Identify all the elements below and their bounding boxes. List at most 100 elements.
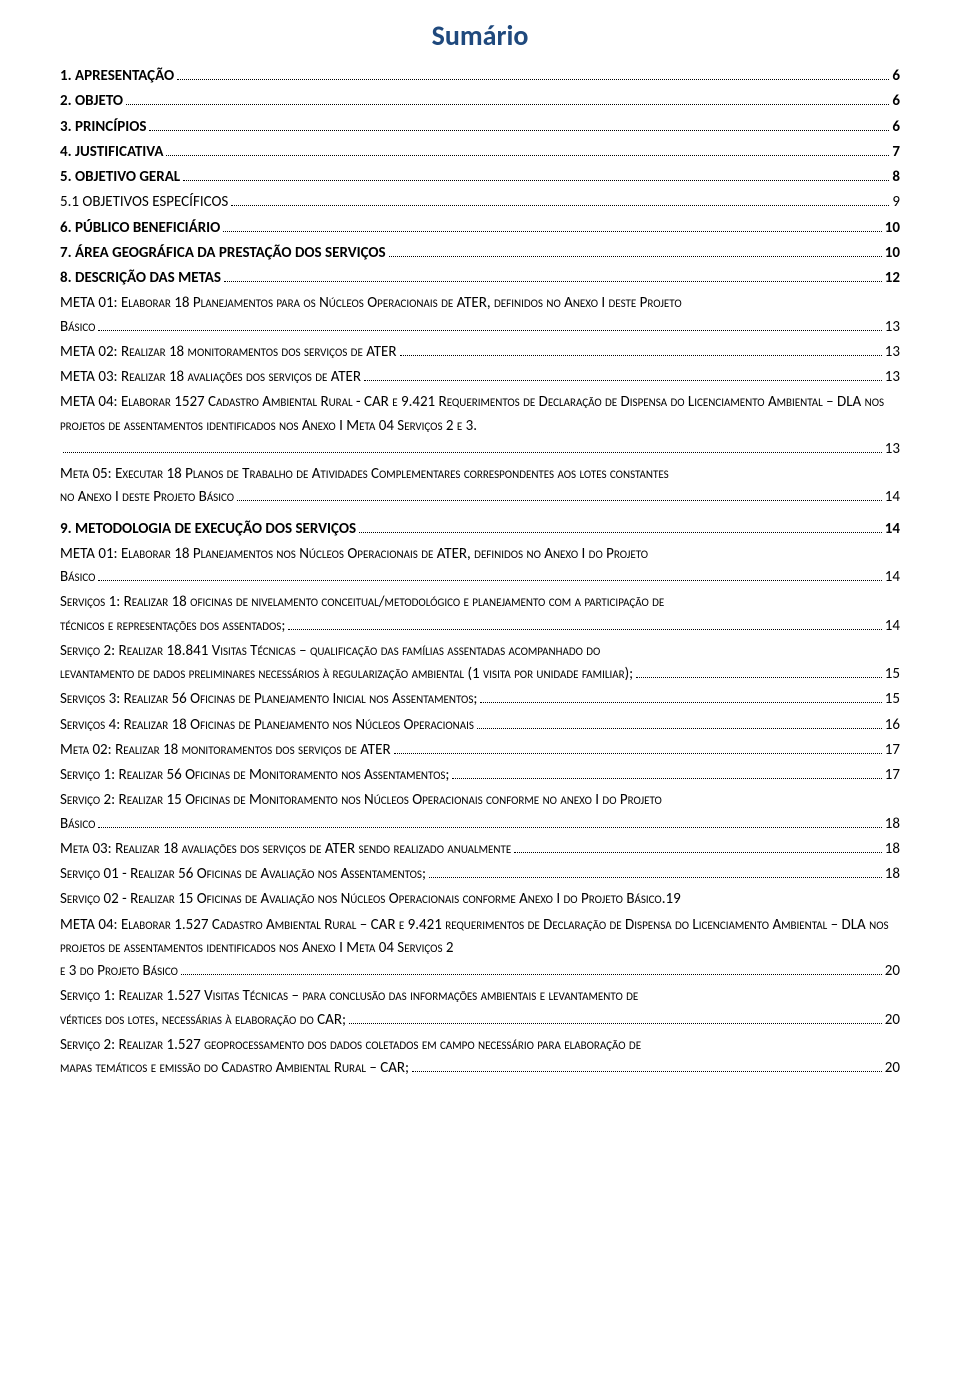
toc-entry: META 02: Realizar 18 monitoramentos dos …	[60, 341, 900, 364]
toc-leader-dots	[231, 205, 889, 206]
toc-leader-dots	[98, 580, 881, 581]
toc-page-number: 14	[885, 566, 900, 589]
toc-leader-dots	[389, 256, 882, 257]
toc-entry: Meta 02: Realizar 18 monitoramentos dos …	[60, 739, 900, 762]
toc-label-lead: Meta 05: Executar 18 Planos de Trabalho …	[60, 463, 900, 486]
toc-page-number: 13	[885, 366, 900, 389]
toc-label-last: levantamento de dados preliminares neces…	[60, 663, 900, 686]
toc-leader-dots	[98, 330, 881, 331]
toc-page-number: 18	[885, 863, 900, 886]
toc-leader-dots	[514, 852, 882, 853]
toc-leader-dots	[126, 104, 889, 105]
toc-entry: META 04: Elaborar 1527 Cadastro Ambienta…	[60, 391, 900, 461]
toc-page-number: 10	[885, 242, 900, 265]
toc-label: Serviço 01 - Realizar 56 Oficinas de Ava…	[60, 863, 426, 886]
toc-page-number: 14	[885, 615, 900, 638]
toc-page-number: 15	[885, 688, 900, 711]
toc-page-number: 7	[892, 141, 900, 164]
toc-page-number: 20	[885, 960, 900, 983]
toc-page-number: 13	[885, 438, 900, 461]
toc-leader-dots	[480, 702, 881, 703]
toc-page-number: 12	[885, 267, 900, 290]
toc-page-number: 15	[885, 663, 900, 686]
toc-page-number: 14	[885, 486, 900, 509]
toc-label: META 02: Realizar 18 monitoramentos dos …	[60, 341, 397, 364]
toc-label: 1. APRESENTAÇÃO	[60, 65, 174, 88]
toc-entry: Serviço 01 - Realizar 56 Oficinas de Ava…	[60, 863, 900, 886]
toc-leader-dots	[429, 877, 882, 878]
toc-leader-dots	[166, 155, 889, 156]
toc-label-last: no Anexo I deste Projeto Básico 14	[60, 486, 900, 509]
toc-label-last: e 3 do Projeto Básico20	[60, 960, 900, 983]
toc-entry: Serviços 4: Realizar 18 Oficinas de Plan…	[60, 714, 900, 737]
toc-label: 6. PÚBLICO BENEFICIÁRIO	[60, 217, 220, 240]
toc-entry: 4. JUSTIFICATIVA 7	[60, 141, 900, 164]
toc-entry: Serviço 1: Realizar 56 Oficinas de Monit…	[60, 764, 900, 787]
toc-page-number: 6	[892, 90, 900, 113]
toc-entry: 9. METODOLOGIA DE EXECUÇÃO DOS SERVIÇOS1…	[60, 518, 900, 541]
toc-label-last: Básico18	[60, 813, 900, 836]
toc-page-number: 17	[885, 764, 900, 787]
toc-leader-dots	[224, 281, 882, 282]
toc-leader-dots	[359, 532, 882, 533]
toc-entry: Serviço 02 - Realizar 15 Oficinas de Ava…	[60, 888, 900, 911]
toc-entry: META 03: Realizar 18 avaliações dos serv…	[60, 366, 900, 389]
toc-entry: 7. ÁREA GEOGRÁFICA DA PRESTAÇÃO DOS SERV…	[60, 242, 900, 265]
toc-page-number: 16	[885, 714, 900, 737]
toc-label: Serviço 1: Realizar 56 Oficinas de Monit…	[60, 764, 449, 787]
toc-label: 7. ÁREA GEOGRÁFICA DA PRESTAÇÃO DOS SERV…	[60, 242, 386, 265]
toc-entry: Serviço 2: Realizar 15 Oficinas de Monit…	[60, 789, 900, 836]
toc-label-last: Básico13	[60, 316, 900, 339]
toc-leader-dots	[237, 500, 882, 501]
toc-label: Meta 03: Realizar 18 avaliações dos serv…	[60, 838, 511, 861]
toc-label: técnicos e representações dos assentados…	[60, 615, 285, 638]
toc-label: META 03: Realizar 18 avaliações dos serv…	[60, 366, 361, 389]
toc-label-lead: Serviço 1: Realizar 1.527 Visitas Técnic…	[60, 985, 900, 1008]
toc-label-lead: META 01: Elaborar 18 Planejamentos nos N…	[60, 543, 900, 566]
toc-label: 4. JUSTIFICATIVA	[60, 141, 163, 164]
toc-leader-dots	[183, 180, 889, 181]
toc-entry: Serviço 1: Realizar 1.527 Visitas Técnic…	[60, 985, 900, 1032]
toc-leader-dots	[63, 452, 882, 453]
toc-page-number: 8	[892, 166, 900, 189]
toc-leader-dots	[400, 355, 882, 356]
toc-page-number: 6	[892, 116, 900, 139]
toc-entry: Serviços 3: Realizar 56 Oficinas de Plan…	[60, 688, 900, 711]
toc-label: Básico	[60, 316, 95, 339]
toc-label: 5. OBJETIVO GERAL	[60, 166, 180, 189]
toc-label: mapas temáticos e emissão do Cadastro Am…	[60, 1057, 409, 1080]
toc-label: 5.1 OBJETIVOS ESPECÍFICOS	[60, 191, 228, 214]
toc-entry: Meta 03: Realizar 18 avaliações dos serv…	[60, 838, 900, 861]
toc-leader-dots	[177, 79, 889, 80]
toc-entry: Meta 05: Executar 18 Planos de Trabalho …	[60, 463, 900, 510]
toc-label: Serviço 02 - Realizar 15 Oficinas de Ava…	[60, 888, 666, 911]
toc-leader-dots	[223, 231, 881, 232]
toc-page-number: 10	[885, 217, 900, 240]
toc-leader-dots	[288, 629, 881, 630]
toc-entry: 8. DESCRIÇÃO DAS METAS12	[60, 267, 900, 290]
toc-leader-dots	[412, 1071, 882, 1072]
toc-page-number: 19	[666, 888, 681, 911]
toc-entry: Serviços 1: Realizar 18 oficinas de nive…	[60, 591, 900, 638]
page-title: Sumário	[60, 18, 900, 53]
toc-label-lead: Serviço 2: Realizar 1.527 geoprocessamen…	[60, 1034, 900, 1057]
toc-entry: 3. PRINCÍPIOS6	[60, 116, 900, 139]
toc-entry: META 01: Elaborar 18 Planejamentos nos N…	[60, 543, 900, 590]
toc-entry: 2. OBJETO6	[60, 90, 900, 113]
toc-label: Meta 02: Realizar 18 monitoramentos dos …	[60, 739, 391, 762]
toc-label-last: vértices dos lotes, necessárias à elabor…	[60, 1009, 900, 1032]
toc-entry: META 04: Elaborar 1.527 Cadastro Ambient…	[60, 914, 900, 984]
toc-leader-dots	[452, 778, 881, 779]
toc-label-lead: META 01: Elaborar 18 Planejamentos para …	[60, 292, 900, 315]
toc-entry: Serviço 2: Realizar 1.527 geoprocessamen…	[60, 1034, 900, 1081]
toc-leader-dots	[181, 974, 882, 975]
toc-page-number: 6	[892, 65, 900, 88]
toc-leader-dots	[364, 380, 882, 381]
toc-label-lead: Serviço 2: Realizar 18.841 Visitas Técni…	[60, 640, 900, 663]
toc-label: no Anexo I deste Projeto Básico	[60, 486, 234, 509]
toc-entry: 5.1 OBJETIVOS ESPECÍFICOS9	[60, 191, 900, 214]
toc-leader-dots	[636, 677, 882, 678]
toc-leader-dots	[149, 130, 889, 131]
toc-label-lead: META 04: Elaborar 1.527 Cadastro Ambient…	[60, 914, 900, 961]
toc-label-last: técnicos e representações dos assentados…	[60, 615, 900, 638]
